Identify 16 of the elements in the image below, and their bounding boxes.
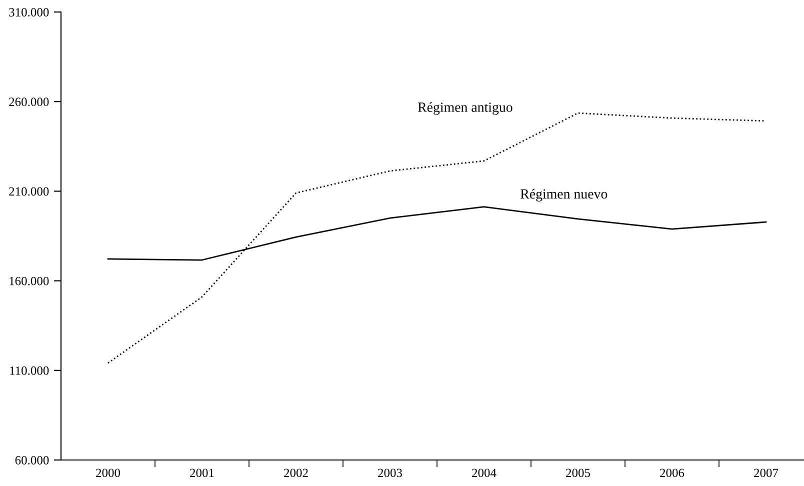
x-tick-label: 2003 xyxy=(378,468,402,478)
x-tick-label: 2004 xyxy=(472,468,496,478)
x-tick-label: 2000 xyxy=(96,468,120,478)
x-tick-label: 2002 xyxy=(284,468,308,478)
series-label: Régimen nuevo xyxy=(520,188,608,202)
y-tick-label: 210.000 xyxy=(9,187,49,196)
y-tick-label: 310.000 xyxy=(9,8,49,17)
y-tick-label: 160.000 xyxy=(10,276,49,286)
y-tick-label: 60.000 xyxy=(15,456,49,465)
text: Régimen antiguo xyxy=(418,102,512,115)
x-tick-label: 2007 xyxy=(754,468,778,478)
x-tick-label: 2006 xyxy=(660,468,684,478)
y-tick-label: 260.000 xyxy=(9,98,49,106)
x-tick-label: 2001 xyxy=(190,468,214,478)
y-tick-label: 110.000 xyxy=(10,366,49,375)
x-tick-label: 2005 xyxy=(566,468,590,478)
